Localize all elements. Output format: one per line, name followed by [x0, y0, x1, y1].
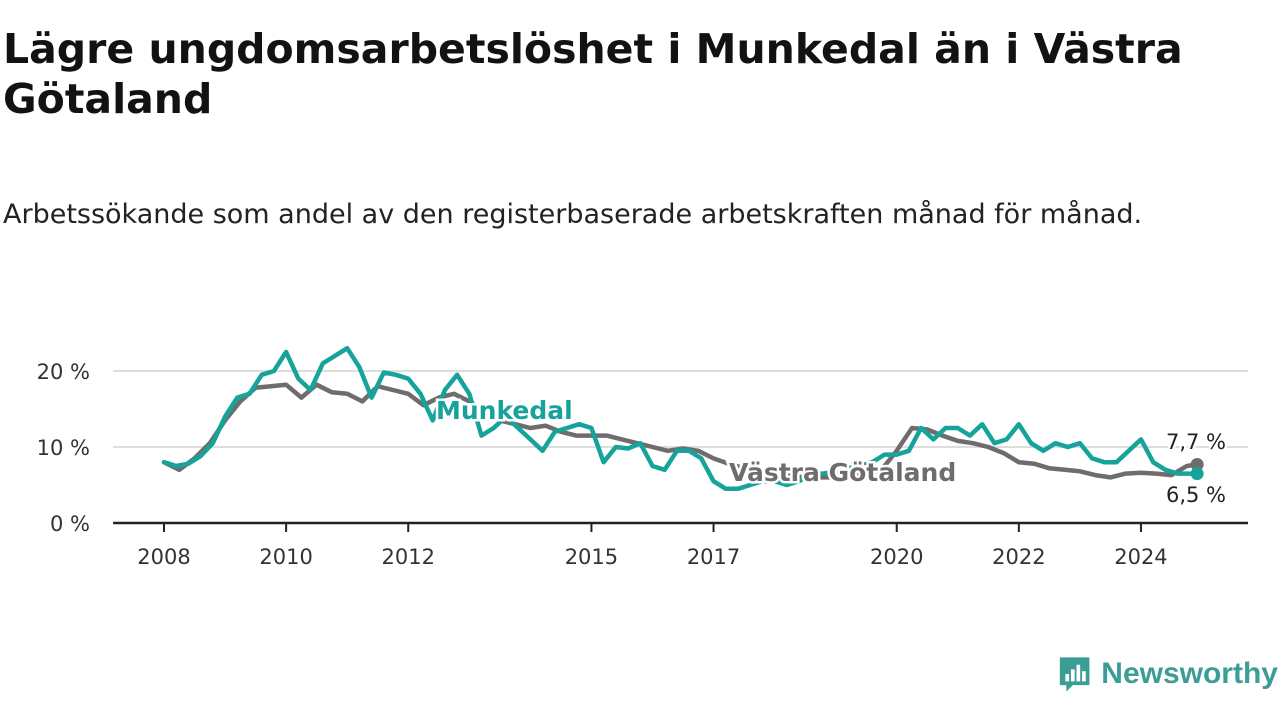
series-label-munkedal: Munkedal — [436, 396, 573, 425]
series-label-vastra-gotaland: Västra Götaland — [729, 458, 956, 487]
series-lines — [161, 345, 1204, 492]
y-tick-label: 10 % — [37, 436, 90, 460]
x-tick-label: 2015 — [565, 545, 618, 569]
series-line-vastra-gotaland — [161, 382, 1200, 480]
newsworthy-logo-icon — [1059, 657, 1090, 692]
end-point-munkedal — [1190, 467, 1204, 481]
series-labels: Västra Götaland 7,7 % Munkedal 6,5 % — [434, 394, 1229, 510]
end-value-label-vastra-gotaland: 7,7 % — [1166, 430, 1226, 454]
brand-logo[interactable]: Newsworthy — [1058, 652, 1278, 696]
x-axis: 2008 2010 2012 2015 2017 2020 2022 2024 — [113, 521, 1248, 569]
x-tick-label: 2012 — [382, 545, 435, 569]
x-tick-label: 2024 — [1114, 545, 1167, 569]
end-value-label-munkedal: 6,5 % — [1166, 483, 1226, 507]
x-tick-label: 2020 — [870, 545, 923, 569]
chart-title: Lägre ungdomsarbetslöshet i Munkedal än … — [3, 25, 1183, 123]
y-tick-label: 0 % — [50, 512, 90, 536]
y-tick-label: 20 % — [37, 360, 90, 384]
end-point-vastra-gotaland — [1190, 457, 1204, 471]
series-line-munkedal — [161, 345, 1200, 492]
brand-name: Newsworthy — [1101, 657, 1278, 690]
chart-subtitle: Arbetssökande som andel av den registerb… — [3, 199, 1143, 230]
x-tick-label: 2010 — [259, 545, 312, 569]
x-tick-label: 2017 — [687, 545, 740, 569]
x-tick-label: 2008 — [137, 545, 190, 569]
x-tick-label: 2022 — [992, 545, 1045, 569]
